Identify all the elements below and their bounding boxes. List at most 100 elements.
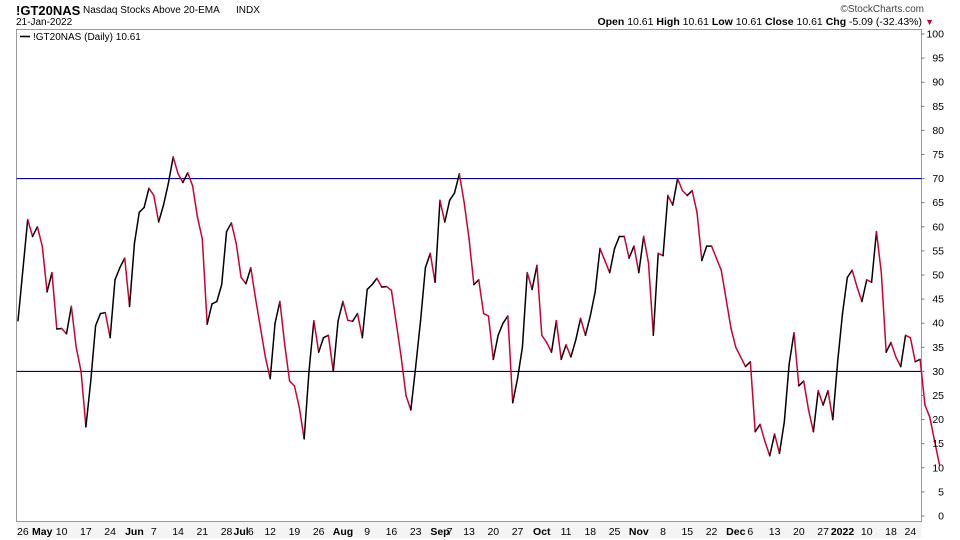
- series-segment-down: [817, 389, 824, 406]
- series-segment-down: [764, 440, 771, 457]
- y-tick-label: 45: [932, 294, 944, 306]
- series-segment-up: [511, 377, 519, 404]
- series-segment-down: [405, 394, 412, 411]
- series-segment-down: [439, 199, 446, 223]
- series-segment-down: [919, 358, 926, 406]
- series-segment-down: [739, 356, 747, 368]
- x-tick-label: 13: [769, 526, 781, 538]
- series-segment-up: [812, 389, 819, 433]
- series-segment-down: [541, 334, 548, 344]
- y-tick-label: 80: [932, 125, 944, 137]
- series-segment-down: [41, 245, 48, 293]
- series-segment-up: [861, 279, 868, 303]
- series-segment-up: [419, 267, 427, 322]
- series-segment-up: [589, 291, 596, 317]
- series-segment-up: [497, 322, 504, 336]
- series-segment-down: [710, 245, 718, 259]
- x-tick-label: 14: [172, 526, 184, 538]
- x-tick-label: 23: [410, 526, 422, 538]
- series-segment-down: [75, 346, 82, 373]
- y-tick-label: 50: [932, 270, 944, 282]
- series-segment-down: [279, 300, 286, 346]
- x-tick-label: 17: [80, 526, 92, 538]
- series-segment-up: [109, 279, 116, 339]
- series-segment-up: [444, 199, 451, 223]
- series-segment-down: [827, 389, 834, 421]
- x-tick-label: 24: [104, 526, 116, 538]
- x-tick-label: 7: [447, 526, 453, 538]
- series-segment-up: [361, 288, 368, 339]
- series-segment-down: [904, 334, 912, 339]
- series-segment-up: [114, 267, 121, 281]
- series-segment-down: [676, 177, 684, 192]
- series-segment-up: [31, 226, 39, 238]
- series-segment-up: [638, 235, 645, 274]
- series-segment-up: [65, 305, 73, 335]
- x-tick-label: Oct: [533, 526, 551, 538]
- x-tick-label: 20: [793, 526, 805, 538]
- series-segment-up: [686, 189, 693, 197]
- series-segment-up: [516, 346, 524, 380]
- series-segment-down: [298, 406, 305, 440]
- series-segment-down: [579, 317, 587, 336]
- series-segment-up: [22, 218, 29, 271]
- series-segment-down: [400, 356, 407, 397]
- series-segment-up: [85, 380, 92, 428]
- series-segment-up: [332, 320, 339, 373]
- series-segment-down: [555, 320, 562, 361]
- series-segment-down: [482, 312, 490, 317]
- series-segment-up: [492, 334, 499, 361]
- reference-lines: [16, 178, 922, 372]
- series-segment-up: [351, 312, 359, 323]
- series-segment-up: [274, 300, 281, 324]
- series-segment-up: [570, 339, 577, 358]
- series-segment-up: [672, 177, 679, 206]
- x-tick-label: 10: [861, 526, 873, 538]
- series-segment-down: [376, 277, 383, 288]
- y-tick-label: 20: [932, 414, 944, 426]
- series-segment-up: [531, 264, 538, 291]
- series-segment-down: [385, 285, 393, 292]
- series-segment-up: [550, 320, 558, 353]
- x-tick-label: 21: [196, 526, 208, 538]
- x-tick-label: 20: [487, 526, 499, 538]
- series-segment-down: [70, 305, 77, 349]
- series-segment-up: [337, 300, 344, 322]
- x-axis-strip: [16, 522, 922, 538]
- series-segment-down: [895, 356, 902, 368]
- series-segment-up: [521, 271, 528, 349]
- series-segment-up: [608, 247, 616, 274]
- y-tick-label: 65: [932, 197, 944, 209]
- legend-label: !GT20NAS (Daily) 10.61: [33, 32, 141, 43]
- series-segment-down: [565, 344, 572, 358]
- series-segment-down: [487, 315, 495, 361]
- series-segment-down: [395, 322, 402, 358]
- x-tick-label: 24: [905, 526, 917, 538]
- series-segment-up: [220, 230, 228, 286]
- series-segment-up: [167, 156, 174, 185]
- series-segment-down: [773, 433, 781, 455]
- x-tick-label: Jul: [234, 526, 249, 538]
- x-tick-label: 18: [885, 526, 897, 538]
- x-tick-label: 8: [660, 526, 666, 538]
- series-segment-down: [691, 189, 698, 214]
- y-tick-label: 30: [932, 366, 944, 378]
- y-tick-label: 15: [932, 438, 944, 450]
- series-segment-up: [133, 211, 140, 245]
- series-segment-up: [46, 271, 53, 293]
- x-tick-label: 27: [817, 526, 829, 538]
- series-segment-down: [759, 423, 766, 443]
- change-label: Chg: [825, 16, 847, 28]
- series-segment-down: [468, 238, 475, 286]
- series-segment-down: [201, 238, 208, 325]
- y-tick-label: 35: [932, 342, 944, 354]
- series-segment-down: [463, 201, 470, 240]
- series-segment-down: [123, 257, 131, 308]
- series-segment-down: [730, 327, 737, 349]
- close-label: Close: [764, 16, 794, 28]
- series-segment-down: [313, 320, 320, 353]
- series-segment-up: [322, 334, 330, 339]
- series-segment-down: [793, 332, 800, 387]
- series-segment-up: [216, 283, 223, 303]
- x-tick-label: 9: [364, 526, 370, 538]
